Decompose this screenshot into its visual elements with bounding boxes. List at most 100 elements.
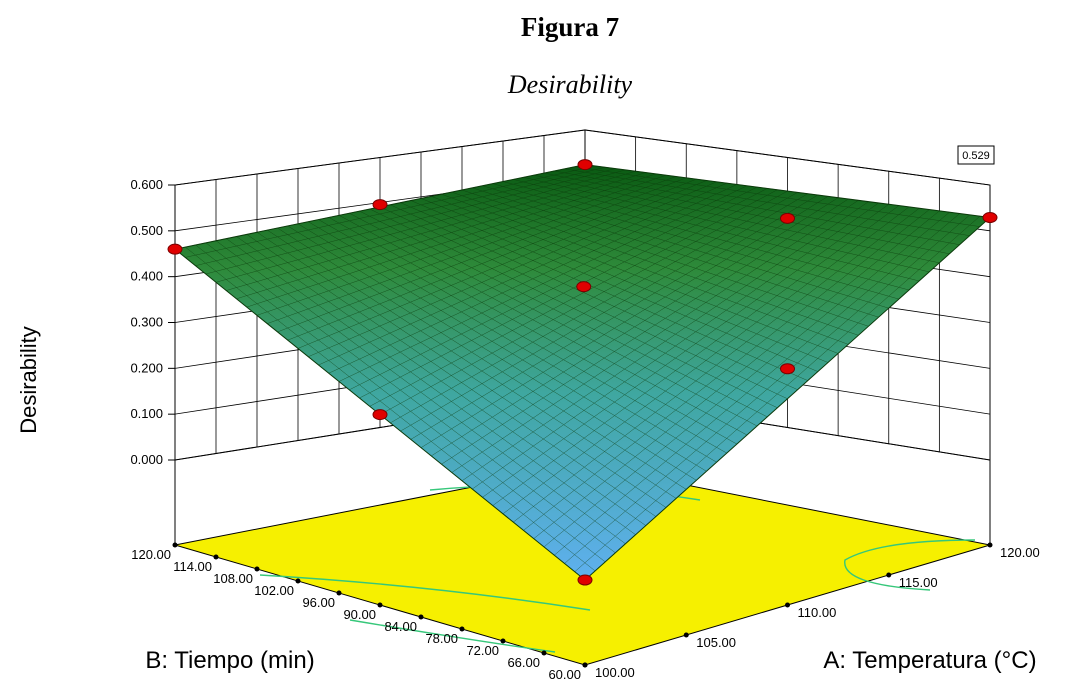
mesh-line-tiempo [564, 214, 970, 564]
x-axis-label: A: Temperatura (°C) [823, 647, 1036, 674]
x-tick-label: 100.00 [595, 665, 635, 680]
z-axis-label: Desirability [16, 326, 41, 434]
response-surface [173, 164, 992, 581]
x-tick-mark [785, 602, 790, 608]
mesh-line-tiempo [482, 204, 889, 498]
y-tick-mark [377, 602, 383, 608]
z-tick-label: 0.500 [130, 223, 163, 238]
annotation-box [957, 145, 995, 165]
design-point [372, 199, 388, 211]
mesh-line-tiempo [256, 174, 667, 316]
y-tick-label: 108.00 [213, 571, 253, 586]
mesh-line-tiempo [287, 178, 697, 341]
mesh-line-tiempo [390, 192, 798, 424]
mesh-line-tiempo [543, 212, 950, 548]
mesh-line-tiempo [584, 217, 991, 581]
mesh-line-tiempo [410, 194, 819, 440]
design-points [167, 159, 998, 586]
figure-subtitle: Desirability [507, 70, 633, 99]
design-point [577, 159, 593, 171]
mesh-line-tiempo [185, 165, 596, 258]
z-tick-label: 0.200 [130, 360, 163, 375]
mesh-line-tiempo [369, 189, 778, 407]
design-point [576, 281, 592, 293]
y-tick-mark [213, 554, 219, 560]
y-tick-mark [500, 638, 506, 644]
x-tick-label: 105.00 [696, 635, 736, 650]
y-tick-mark [172, 542, 178, 548]
y-tick-mark [336, 590, 342, 596]
y-tick-mark [254, 566, 260, 572]
y-axis-label: B: Tiempo (min) [145, 647, 314, 674]
z-tick-label: 0.600 [130, 177, 163, 192]
y-tick-label: 78.00 [425, 631, 458, 646]
design-point [577, 574, 593, 586]
mesh-line-tiempo [328, 184, 738, 374]
z-tick-label: 0.100 [130, 406, 163, 421]
design-point [167, 243, 183, 255]
floor-contour-4 [844, 539, 976, 591]
y-tick-mark [295, 578, 301, 584]
y-tick-label: 72.00 [466, 643, 499, 658]
mesh-line-tiempo [379, 190, 788, 415]
mesh-line-tiempo [461, 201, 869, 482]
mesh-line-tiempo [308, 181, 717, 357]
mesh-line-tiempo [441, 198, 849, 465]
floor-contour-3 [349, 619, 556, 653]
x-tick-mark [582, 662, 588, 668]
mesh-line-tiempo [215, 169, 626, 283]
mesh-line-tiempo [451, 200, 859, 473]
y-tick-label: 90.00 [343, 607, 376, 622]
mesh-line-tiempo [349, 186, 758, 391]
figure-title: Figura 7 [520, 12, 620, 42]
mesh-line-tiempo [533, 210, 940, 539]
surface-mesh [174, 164, 991, 581]
z-tick-label: 0.000 [130, 452, 163, 467]
annotation-text: 0.529 [962, 150, 990, 162]
z-axis-ticks: 0.000 0.100 0.200 0.300 0.400 0.500 0.600 [130, 177, 175, 467]
mesh-line-tiempo [431, 197, 839, 457]
x-axis-ticks: 100.00 105.00 110.00 115.00 120.00 [582, 542, 1040, 680]
x-tick-label: 110.00 [798, 605, 837, 620]
design-point [780, 212, 795, 224]
y-tick-mark [541, 650, 547, 656]
x-tick-label: 120.00 [1000, 545, 1040, 560]
mesh-line-tiempo [236, 172, 646, 300]
y-tick-label: 114.00 [173, 559, 212, 574]
mesh-line-tiempo [246, 173, 656, 308]
y-tick-mark [459, 626, 465, 632]
y-tick-label: 60.00 [548, 667, 581, 682]
mesh-line-tiempo [523, 209, 930, 531]
mesh-line-tiempo [195, 166, 606, 266]
floor-contour-2 [259, 574, 591, 611]
z-tick-label: 0.400 [130, 269, 163, 284]
design-point [982, 212, 998, 224]
mesh-line-tiempo [267, 176, 677, 324]
x-tick-label: 115.00 [899, 575, 938, 590]
y-axis-ticks: 60.00 66.00 72.00 78.00 84.00 90.00 96.00 102.0… [131, 542, 588, 682]
design-point [780, 363, 795, 375]
y-tick-label: 84.00 [384, 619, 417, 634]
mesh-line-tiempo [513, 208, 920, 523]
mesh-line-tiempo [472, 202, 879, 490]
mesh-line-tiempo [492, 205, 900, 506]
mesh-line-tiempo [205, 168, 616, 275]
mesh-line-tiempo [554, 213, 960, 556]
mesh-line-tiempo [226, 170, 636, 291]
design-point [372, 409, 388, 421]
mesh-line-tiempo [359, 188, 768, 399]
value-annotation: 0.529 [957, 145, 995, 165]
y-tick-label: 120.00 [131, 547, 171, 562]
mesh-line-tiempo [277, 177, 687, 333]
y-tick-mark [418, 614, 424, 620]
mesh-line-tiempo [338, 185, 748, 382]
mesh-line-tiempo [502, 206, 910, 514]
x-tick-mark [886, 572, 892, 578]
mesh-line-tiempo [318, 182, 727, 366]
z-tick-label: 0.300 [130, 315, 163, 330]
y-tick-label: 102.00 [254, 583, 294, 598]
y-tick-label: 96.00 [302, 595, 335, 610]
x-tick-mark [987, 542, 993, 548]
mesh-line-tiempo [420, 196, 829, 448]
